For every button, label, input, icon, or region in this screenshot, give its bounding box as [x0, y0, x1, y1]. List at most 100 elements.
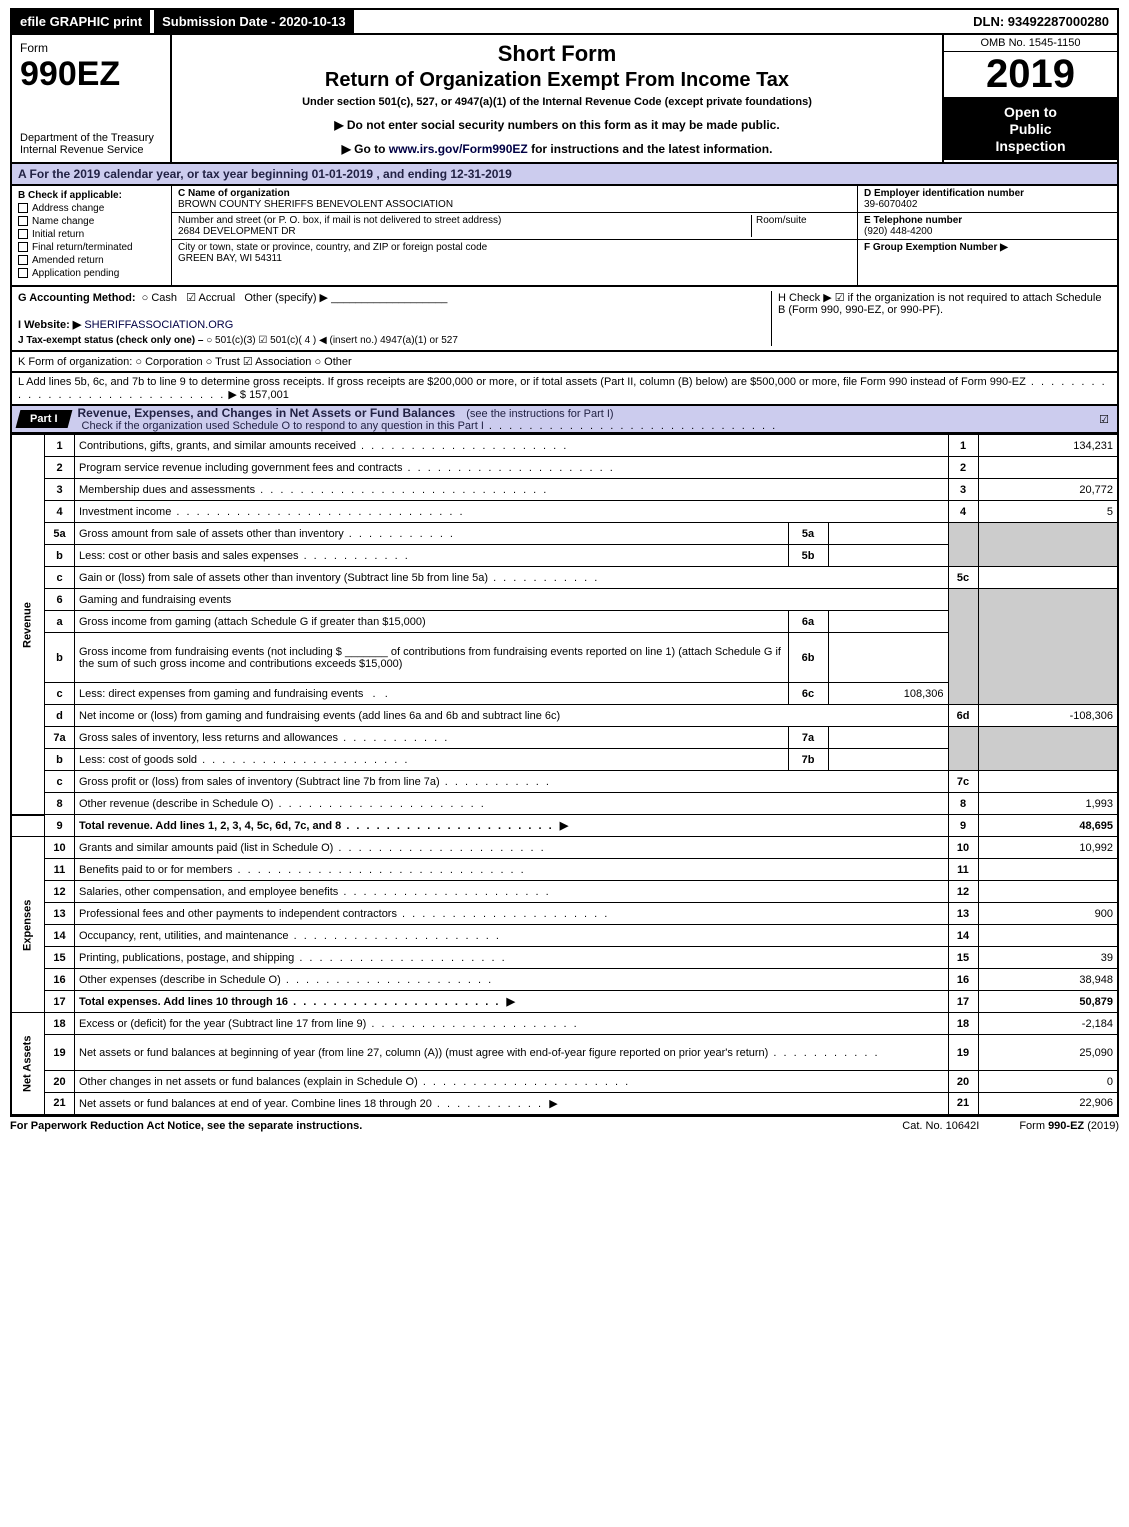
line-3-ln: 3 — [948, 479, 978, 501]
line-7a-sv — [828, 727, 948, 749]
line-18-val: -2,184 — [978, 1013, 1118, 1035]
line-11-num: 11 — [45, 859, 75, 881]
dept-treasury: Department of the Treasury — [20, 132, 162, 144]
line-6d-desc: Net income or (loss) from gaming and fun… — [75, 705, 949, 727]
line-16-val: 38,948 — [978, 969, 1118, 991]
line-7a-sub: 7a — [788, 727, 828, 749]
shade-5v — [978, 523, 1118, 567]
line-8-val: 1,993 — [978, 793, 1118, 815]
line-9-ln: 9 — [948, 815, 978, 837]
line-20-desc: Other changes in net assets or fund bala… — [79, 1076, 630, 1088]
open-line2: Public — [950, 121, 1111, 138]
line-1-num: 1 — [45, 435, 75, 457]
spacer — [354, 10, 966, 33]
line-6c-sv: 108,306 — [828, 683, 948, 705]
line-7c-ln: 7c — [948, 771, 978, 793]
line-6c-desc: Less: direct expenses from gaming and fu… — [79, 688, 363, 700]
line-15-val: 39 — [978, 947, 1118, 969]
line-7a-desc: Gross sales of inventory, less returns a… — [79, 732, 449, 744]
info-block: B Check if applicable: Address change Na… — [10, 186, 1119, 287]
chk-final-return[interactable]: Final return/terminated — [18, 242, 165, 253]
line-12-num: 12 — [45, 881, 75, 903]
line-17-ln: 17 — [948, 991, 978, 1013]
line-6a-num: a — [45, 611, 75, 633]
expenses-sidelabel: Expenses — [11, 837, 45, 1013]
ssn-warning: ▶ Do not enter social security numbers o… — [182, 118, 932, 132]
line-6c-sub: 6c — [788, 683, 828, 705]
street-value: 2684 DEVELOPMENT DR — [178, 226, 296, 237]
l-gross-receipts: L Add lines 5b, 6c, and 7b to line 9 to … — [10, 373, 1119, 406]
line-12-val — [978, 881, 1118, 903]
line-10-desc: Grants and similar amounts paid (list in… — [79, 842, 546, 854]
efile-print-button[interactable]: efile GRAPHIC print — [12, 10, 150, 33]
chk-application-pending[interactable]: Application pending — [18, 268, 165, 279]
period-bar: A For the 2019 calendar year, or tax yea… — [10, 164, 1119, 186]
line-5b-sv — [828, 545, 948, 567]
line-6b-num: b — [45, 633, 75, 683]
line-5c-val — [978, 567, 1118, 589]
line-12-ln: 12 — [948, 881, 978, 903]
line-19-val: 25,090 — [978, 1035, 1118, 1071]
line-9-desc: Total revenue. Add lines 1, 2, 3, 4, 5c,… — [79, 820, 554, 832]
arrow-icon: ▶ — [549, 1098, 557, 1110]
line-4-val: 5 — [978, 501, 1118, 523]
chk-name-change[interactable]: Name change — [18, 216, 165, 227]
footer-right: Form 990-EZ (2019) — [1019, 1120, 1119, 1132]
part1-checkbox[interactable]: ☑ — [1099, 413, 1117, 426]
footer-left: For Paperwork Reduction Act Notice, see … — [10, 1120, 862, 1132]
revenue-sidelabel: Revenue — [11, 435, 45, 815]
box-b: B Check if applicable: Address change Na… — [12, 186, 172, 285]
line-6a-sv — [828, 611, 948, 633]
line-19-ln: 19 — [948, 1035, 978, 1071]
city-label: City or town, state or province, country… — [178, 242, 487, 253]
line-17-desc: Total expenses. Add lines 10 through 16 — [79, 996, 500, 1008]
page-footer: For Paperwork Reduction Act Notice, see … — [10, 1116, 1119, 1135]
line-18-ln: 18 — [948, 1013, 978, 1035]
line-3-num: 3 — [45, 479, 75, 501]
org-name: BROWN COUNTY SHERIFFS BENEVOLENT ASSOCIA… — [178, 199, 453, 210]
omb-number: OMB No. 1545-1150 — [944, 35, 1117, 52]
room-suite: Room/suite — [751, 215, 851, 237]
line-5a-num: 5a — [45, 523, 75, 545]
line-19-num: 19 — [45, 1035, 75, 1071]
line-5c-desc: Gain or (loss) from sale of assets other… — [79, 572, 599, 584]
g-accounting: G Accounting Method: ○ Cash ☑ Accrual Ot… — [18, 291, 771, 304]
goto-post: for instructions and the latest informat… — [528, 142, 773, 156]
line-9-val: 48,695 — [978, 815, 1118, 837]
line-8-ln: 8 — [948, 793, 978, 815]
line-3-val: 20,772 — [978, 479, 1118, 501]
chk-address-change[interactable]: Address change — [18, 203, 165, 214]
chk-amended-return[interactable]: Amended return — [18, 255, 165, 266]
tax-year: 2019 — [944, 52, 1117, 98]
form-page: efile GRAPHIC print Submission Date - 20… — [0, 0, 1129, 1143]
line-5a-desc: Gross amount from sale of assets other t… — [79, 528, 455, 540]
title-short-form: Short Form — [182, 41, 932, 67]
part1-table: Revenue 1 Contributions, gifts, grants, … — [10, 434, 1119, 1116]
line-6a-sub: 6a — [788, 611, 828, 633]
line-1-desc: Contributions, gifts, grants, and simila… — [79, 440, 568, 452]
line-2-desc: Program service revenue including govern… — [79, 462, 615, 474]
c-label: C Name of organization — [178, 188, 290, 199]
i-website-line: I Website: ▶ SHERIFFASSOCIATION.ORG — [18, 318, 771, 331]
part1-hint: (see the instructions for Part I) — [460, 408, 613, 420]
shade-6v — [978, 589, 1118, 705]
irs-link[interactable]: www.irs.gov/Form990EZ — [389, 142, 528, 156]
line-1-ln: 1 — [948, 435, 978, 457]
line-4-num: 4 — [45, 501, 75, 523]
submission-date: Submission Date - 2020-10-13 — [154, 10, 354, 33]
line-13-ln: 13 — [948, 903, 978, 925]
line-7c-num: c — [45, 771, 75, 793]
line-16-num: 16 — [45, 969, 75, 991]
chk-initial-return[interactable]: Initial return — [18, 229, 165, 240]
line-6c-num: c — [45, 683, 75, 705]
line-1-val: 134,231 — [978, 435, 1118, 457]
g-i-j-section: G Accounting Method: ○ Cash ☑ Accrual Ot… — [10, 287, 1119, 352]
goto-line: ▶ Go to www.irs.gov/Form990EZ for instru… — [182, 142, 932, 156]
shade-7 — [948, 727, 978, 771]
box-b-title: B Check if applicable: — [18, 190, 165, 201]
website-link[interactable]: SHERIFFASSOCIATION.ORG — [84, 319, 233, 331]
line-6b-sub: 6b — [788, 633, 828, 683]
line-7b-num: b — [45, 749, 75, 771]
line-14-ln: 14 — [948, 925, 978, 947]
line-17-val: 50,879 — [978, 991, 1118, 1013]
